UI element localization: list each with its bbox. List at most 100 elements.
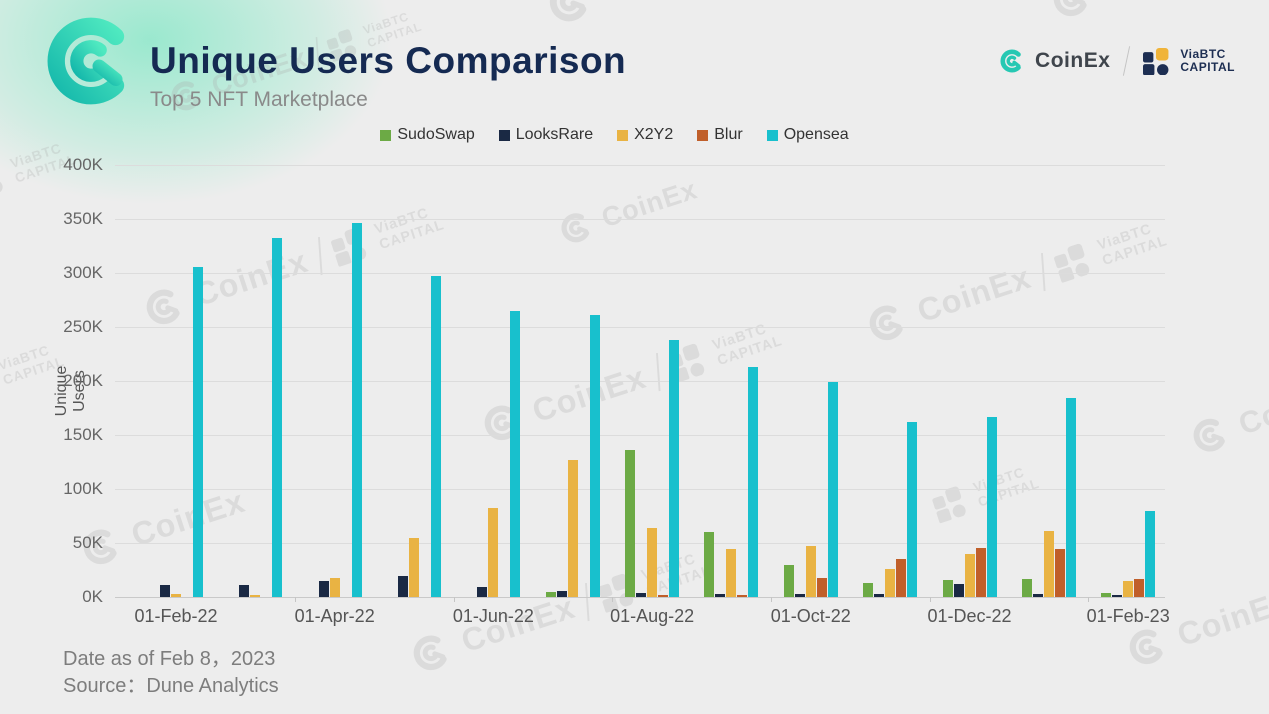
y-tick-label: 0K [82,587,103,606]
gridline [115,273,1165,274]
bar-blur-01-Jan-23 [1054,549,1065,597]
legend-item-x2y2: X2Y2 [617,126,673,144]
x-tick-mark [771,597,772,602]
bar-opensea-01-Sep-22 [748,366,759,597]
x-tick-mark [295,597,296,602]
bar-opensea-01-Apr-22 [351,223,362,597]
bar-x2y2-01-Feb-22 [171,593,181,597]
legend-item-opensea: Opensea [766,126,849,144]
bar-x2y2-01-Mar-22 [250,594,261,597]
legend-label: SudoSwap [397,126,475,143]
bar-opensea-01-May-22 [431,276,442,597]
bar-looksrare-01-Dec-22 [953,584,964,597]
bar-opensea-01-Mar-22 [272,238,283,597]
y-axis-title: Unique Users [53,365,88,417]
bar-opensea-01-Jul-22 [589,315,600,597]
viabtc-line2: CAPITAL [1180,60,1235,74]
bar-x2y2-01-Jul-22 [567,459,578,597]
bar-blur-01-Sep-22 [737,595,748,597]
bar-x2y2-01-Oct-22 [805,546,816,597]
bar-opensea-01-Oct-22 [827,382,838,597]
y-tick-label: 350K [63,209,103,228]
page-title: Unique Users Comparison [150,40,627,81]
x-tick-label: 01-Apr-22 [294,606,375,626]
bar-x2y2-01-Aug-22 [647,527,658,597]
gridline [115,327,1165,328]
legend-label: Opensea [783,126,849,143]
legend-swatch-x2y2 [617,129,629,141]
date-note: Date as of Feb 8，2023 [63,648,276,670]
y-tick-label: 300K [63,263,103,282]
gridline [115,543,1165,544]
bar-looksrare-01-Apr-22 [318,580,329,597]
gridline [115,597,1165,598]
y-tick-label: 250K [63,317,103,336]
source-note: Source：Dune Analytics [63,675,279,697]
y-tick-label: 50K [72,533,103,552]
bar-sudoswap-01-Nov-22 [863,582,874,597]
bar-opensea-01-Dec-22 [986,416,997,597]
bar-looksrare-01-Feb-22 [160,585,170,597]
bar-looksrare-01-May-22 [398,576,409,597]
bar-x2y2-01-May-22 [409,537,420,597]
coinex-wordmark: CoinEx [1035,49,1111,72]
bar-opensea-01-Jan-23 [1065,398,1076,597]
gridline [115,219,1165,220]
bar-sudoswap-01-Feb-23 [1101,592,1112,597]
bar-opensea-01-Feb-22 [193,266,203,597]
bar-looksrare-01-Sep-22 [715,593,726,597]
chart-legend: SudoSwap LooksRare X2Y2 Blur Opensea [0,126,1269,144]
bar-sudoswap-01-Sep-22 [704,532,715,597]
bar-x2y2-01-Jan-23 [1043,531,1054,597]
y-tick-label: 200K [63,371,103,390]
bar-looksrare-01-Jul-22 [556,590,567,597]
x-tick-label: 01-Feb-22 [134,606,218,626]
bar-looksrare-01-Mar-22 [239,585,250,597]
gridline [115,489,1165,490]
legend-swatch-blur [697,129,709,141]
bar-looksrare-01-Nov-22 [874,593,885,597]
bar-opensea-01-Jun-22 [510,310,521,597]
bar-blur-01-Nov-22 [896,559,907,597]
bar-looksrare-01-Feb-23 [1112,595,1123,597]
x-tick-label: 01-Oct-22 [770,606,851,626]
legend-swatch-opensea [766,129,778,141]
bar-sudoswap-01-Oct-22 [783,564,794,597]
bar-x2y2-01-Nov-22 [885,568,896,597]
y-tick-label: 150K [63,425,103,444]
x-tick-label: 01-Aug-22 [610,606,695,626]
bar-x2y2-01-Sep-22 [726,549,737,597]
bar-blur-01-Dec-22 [975,548,986,597]
legend-item-blur: Blur [697,126,743,144]
legend-item-sudoswap: SudoSwap [380,126,475,144]
bar-x2y2-01-Jun-22 [488,508,499,597]
bar-sudoswap-01-Jan-23 [1021,578,1032,597]
bar-sudoswap-01-Aug-22 [625,450,636,597]
bar-opensea-01-Aug-22 [669,339,680,597]
gridline [115,381,1165,382]
bar-looksrare-01-Aug-22 [636,592,647,597]
bar-looksrare-01-Jun-22 [477,587,488,597]
gridline [115,165,1165,166]
x-tick-label: 01-Jun-22 [452,606,534,626]
bar-sudoswap-01-Jul-22 [545,591,556,597]
page-subtitle: Top 5 NFT Marketplace [150,88,368,111]
viabtc-icon [1143,47,1169,75]
bar-x2y2-01-Apr-22 [329,577,340,597]
viabtc-wordmark: ViaBTC CAPITAL [1180,48,1235,74]
bar-blur-01-Feb-23 [1134,578,1145,597]
bar-looksrare-01-Oct-22 [794,593,805,597]
bar-blur-01-Oct-22 [816,577,827,597]
x-tick-mark [1088,597,1089,602]
x-tick-mark [930,597,931,602]
x-tick-mark [454,597,455,602]
bar-x2y2-01-Dec-22 [964,553,975,597]
gridline [115,435,1165,436]
y-tick-label: 100K [63,479,103,498]
bar-x2y2-01-Feb-23 [1123,580,1134,597]
brand-lockup: CoinEx ViaBTC CAPITAL [999,46,1235,76]
coinex-icon [1000,49,1021,73]
bar-looksrare-01-Jan-23 [1032,593,1043,597]
